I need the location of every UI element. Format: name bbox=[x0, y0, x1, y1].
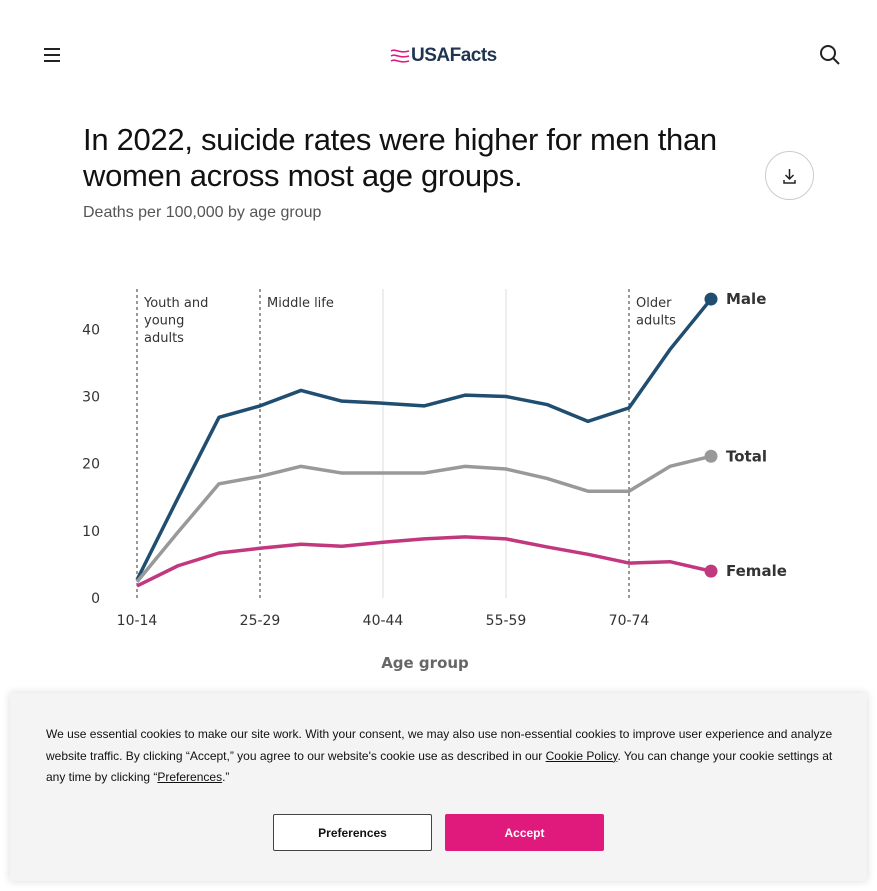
cookie-text-part: .” bbox=[222, 770, 230, 784]
x-tick-label: 10-14 bbox=[117, 613, 158, 629]
logo[interactable]: USAFacts bbox=[389, 45, 497, 67]
download-icon bbox=[783, 169, 796, 184]
logo-text: USAFacts bbox=[411, 45, 497, 66]
cookie-text: We use essential cookies to make our sit… bbox=[46, 724, 836, 789]
x-tick-label: 70-74 bbox=[609, 613, 650, 629]
x-tick-label: 25-29 bbox=[240, 613, 281, 629]
annotation: adults bbox=[144, 331, 184, 346]
y-tick-label: 20 bbox=[82, 457, 100, 473]
cookie-text-part: We use essential cookies to make our sit… bbox=[46, 727, 833, 763]
download-button[interactable] bbox=[765, 151, 814, 200]
series-label: Male bbox=[726, 290, 766, 308]
annotation: Middle life bbox=[267, 296, 334, 311]
annotation: Older bbox=[636, 296, 672, 311]
annotation: Youth and bbox=[143, 296, 208, 311]
accept-button[interactable]: Accept bbox=[445, 814, 604, 851]
end-point bbox=[704, 292, 718, 306]
x-axis-label: Age group bbox=[381, 654, 469, 672]
end-point bbox=[704, 449, 718, 463]
chart: Age group 0 10 20 30 40 10-14 25-29 40-44 55-59 7… bbox=[82, 289, 787, 672]
series-line bbox=[136, 535, 712, 588]
annotation: young bbox=[144, 314, 184, 329]
logo-flag bbox=[390, 49, 410, 63]
annotation: adults bbox=[636, 314, 676, 329]
cookie-policy-link[interactable]: Cookie Policy bbox=[545, 748, 618, 763]
cookie-text-part: . You can change your cookie settings at… bbox=[46, 748, 833, 785]
chart-subtitle: Deaths per 100,000 by age group bbox=[83, 204, 322, 221]
preferences-button[interactable]: Preferences bbox=[273, 814, 432, 851]
y-tick-label: 10 bbox=[82, 524, 100, 540]
series-label: Total bbox=[726, 447, 767, 465]
y-tick-label: 30 bbox=[82, 389, 100, 405]
menu-icon[interactable] bbox=[42, 45, 64, 65]
x-tick-label: 40-44 bbox=[363, 613, 404, 629]
end-point bbox=[704, 564, 718, 578]
y-tick-label: 0 bbox=[91, 591, 100, 607]
chart-title: In 2022, suicide rates were higher for m… bbox=[83, 122, 717, 193]
cookie-banner: We use essential cookies to make our sit… bbox=[10, 693, 867, 881]
x-tick-label: 55-59 bbox=[486, 613, 527, 629]
series-label: Female bbox=[726, 562, 787, 580]
search-icon[interactable] bbox=[819, 44, 841, 66]
preferences-link[interactable]: Preferences bbox=[157, 770, 223, 784]
series-line bbox=[135, 454, 712, 583]
y-tick-label: 40 bbox=[82, 322, 100, 338]
series-line bbox=[135, 297, 713, 581]
